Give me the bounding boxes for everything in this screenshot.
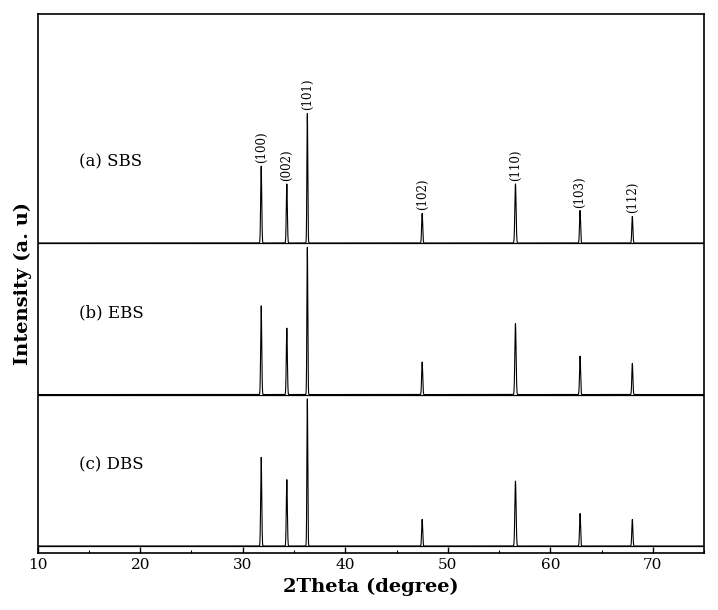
- Text: (b) EBS: (b) EBS: [79, 305, 144, 321]
- Text: (100): (100): [255, 132, 268, 163]
- Text: (002): (002): [280, 149, 294, 181]
- Text: (110): (110): [509, 149, 522, 181]
- Text: (103): (103): [574, 176, 587, 207]
- X-axis label: 2Theta (degree): 2Theta (degree): [283, 578, 459, 596]
- Y-axis label: Intensity (a. u): Intensity (a. u): [14, 202, 32, 365]
- Text: (101): (101): [301, 79, 314, 110]
- Text: (112): (112): [626, 182, 639, 214]
- Text: (c) DBS: (c) DBS: [79, 456, 144, 473]
- Text: (a) SBS: (a) SBS: [79, 153, 142, 170]
- Text: (102): (102): [416, 179, 429, 210]
